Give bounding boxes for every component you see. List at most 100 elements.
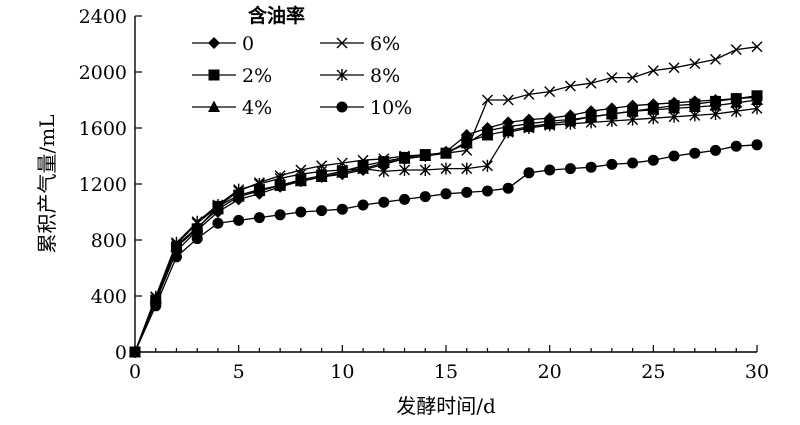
data-point [295,206,307,218]
data-point [627,72,639,84]
data-point [461,186,473,198]
series-line [134,144,758,353]
data-point [689,58,701,70]
data-point [544,119,556,132]
series-line [134,96,758,353]
data-point [378,165,390,178]
series-0 [129,91,763,358]
series-10% [129,139,763,358]
data-point [710,108,722,120]
data-point [212,199,224,211]
legend-item-2%: 2% [192,65,272,87]
data-point [461,162,473,175]
data-point [647,103,660,115]
data-point [585,77,597,89]
x-tick-label: 5 [233,361,245,383]
data-point [399,164,411,176]
series-line [134,95,758,353]
legend-items: 0 2% 4% 6% 8% 10% [192,33,412,119]
data-point [502,94,514,106]
data-point [419,149,431,161]
y-tick-label: 2000 [79,62,127,84]
data-point [688,100,701,112]
data-point [606,115,618,127]
data-point [357,154,369,166]
data-point [170,251,182,263]
data-point [585,161,597,173]
series-8% [129,102,763,358]
y-tick-label: 800 [91,230,127,252]
legend-item-10%: 10% [320,97,412,119]
y-tick-label: 2400 [79,6,127,28]
data-point [564,117,576,130]
data-point [523,88,535,100]
data-point [544,164,556,176]
data-point [440,188,452,200]
data-point [689,109,701,122]
data-point [710,144,722,156]
x-tick-label: 20 [538,361,562,383]
data-point [233,183,245,196]
legend-label: 4% [242,97,272,119]
legend-item-0: 0 [192,33,254,55]
data-point [585,116,597,129]
y-axis-title: 累积产气量/mL [35,115,59,254]
data-point [253,212,265,224]
series-line [134,107,758,353]
legend-marker [208,37,220,49]
legend-label: 6% [370,33,400,55]
data-point [336,203,348,215]
y-ticks: 0 400 800 1200 1600 2000 2400 [79,6,142,364]
legend-item-8%: 8% [320,65,400,87]
data-point [481,159,493,172]
data-point [751,139,763,151]
data-point [502,182,514,194]
legend-marker [336,37,348,49]
data-point [460,136,473,149]
data-point [419,164,431,176]
data-point [294,174,307,187]
data-point [751,93,763,105]
data-point [730,140,742,152]
data-point [627,157,639,169]
legend-marker [336,101,348,113]
data-point [150,300,162,312]
legend-marker [336,69,348,81]
data-point [191,233,203,245]
data-point [730,44,742,56]
data-point [751,41,763,53]
legend: 含油率 0 2% 4% 6% 8% 10% [192,4,412,119]
legend-label: 2% [242,65,272,87]
data-point [709,99,722,111]
data-point [357,199,369,211]
data-point [461,144,473,156]
data-point [253,178,265,190]
legend-label: 8% [370,65,400,87]
data-point [564,80,576,92]
x-tick-label: 30 [745,361,769,383]
data-point [316,165,328,178]
data-point [627,113,639,126]
legend-item-6%: 6% [320,33,400,55]
series-4% [129,93,763,357]
data-point [316,205,328,217]
data-point [399,193,411,205]
data-point [668,62,680,74]
data-point [419,191,431,203]
data-point [564,163,576,175]
data-point [295,168,307,181]
data-point [274,178,287,191]
data-point [274,172,286,185]
data-point [481,94,493,106]
x-ticks: 0 5 10 15 20 25 30 [129,345,769,383]
data-point [232,190,245,202]
data-point [668,101,681,114]
series-2% [129,90,763,358]
data-point [647,112,659,125]
data-point [730,105,742,118]
plot-marks [129,41,763,358]
data-point [544,86,556,98]
data-point [191,215,203,228]
legend-label: 0 [242,33,254,55]
data-point [274,209,286,221]
